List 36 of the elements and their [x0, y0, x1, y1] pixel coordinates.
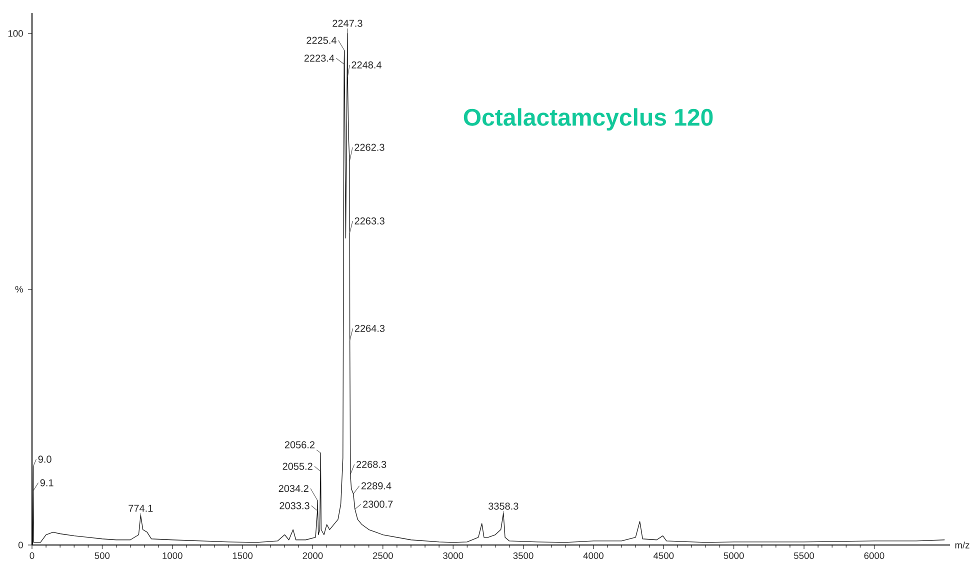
annotation: 2225.4 [306, 36, 336, 44]
y-tick-label: 0 [18, 542, 23, 548]
annotation: 2056.2 [284, 441, 315, 448]
annotation: 2263.3 [354, 217, 384, 225]
annotation: 2223.4 [304, 54, 334, 62]
x-tick-label: 5000 [724, 552, 744, 559]
annotation: 2033.3 [280, 502, 310, 510]
x-tick-label: 1500 [232, 552, 253, 559]
annotation: 2247.3 [332, 20, 362, 27]
annotation: 9.0 [38, 456, 52, 463]
x-axis-title: m/z [955, 542, 970, 548]
x-tick-label: 2500 [373, 552, 393, 559]
x-tick-label: 3500 [513, 552, 534, 559]
x-tick-label: 4000 [583, 552, 604, 559]
annotation: 2264.3 [354, 324, 385, 332]
annotation: 3358.3 [488, 502, 518, 510]
x-tick-label: 6000 [864, 552, 884, 559]
x-tick-label: 500 [94, 552, 110, 559]
x-tick-label: 2000 [302, 552, 323, 559]
x-tick-label: 1000 [162, 552, 182, 559]
x-tick-label: 0 [30, 552, 34, 559]
annotation: 2034.2 [278, 484, 308, 492]
y-tick-label: % [15, 286, 23, 293]
text: Octalactamcyclus 120 [464, 108, 713, 131]
annotation: 2248.4 [352, 61, 382, 68]
x-tick-label: 5500 [794, 552, 814, 559]
x-tick-label: 4500 [653, 552, 674, 559]
annotation: 2055.2 [282, 462, 312, 470]
annotation: 2268.3 [356, 460, 386, 468]
annotation: 2262.3 [354, 144, 384, 151]
annotation: 9.1 [40, 479, 54, 486]
annotation: 2289.4 [361, 482, 392, 490]
annotation: 774.1 [128, 504, 153, 512]
x-tick-label: 3000 [443, 552, 464, 559]
annotation: 2300.7 [363, 500, 393, 508]
y-tick-label: 100 [8, 30, 23, 37]
